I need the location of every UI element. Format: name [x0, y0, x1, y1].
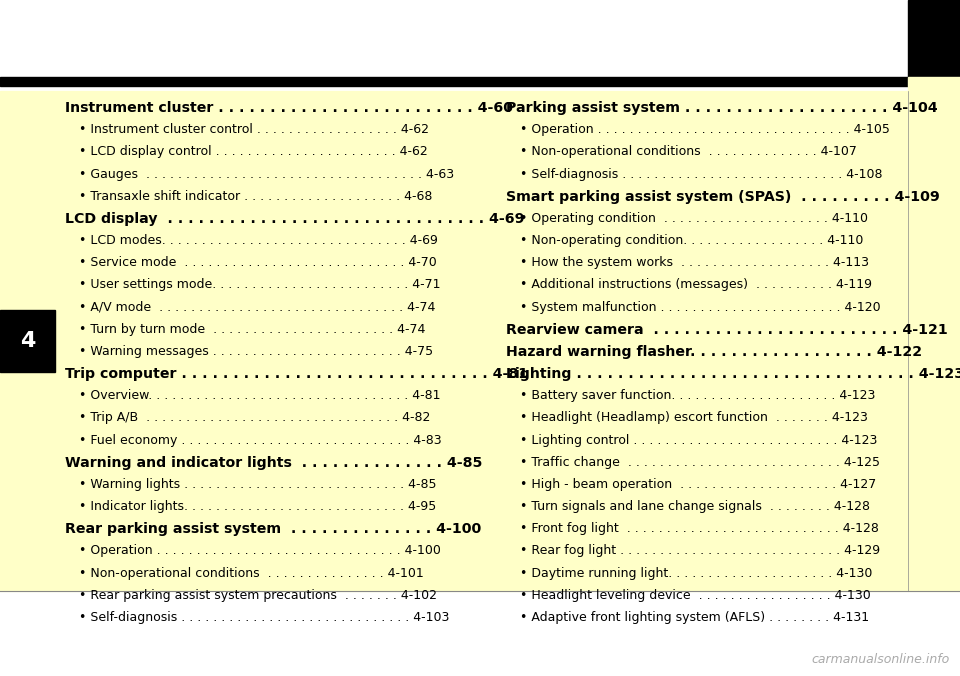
Bar	[908, 0, 960, 77]
Text: • Headlight leveling device  . . . . . . . . . . . . . . . . . 4-130: • Headlight leveling device . . . . . . …	[520, 589, 871, 602]
Text: Trip computer . . . . . . . . . . . . . . . . . . . . . . . . . . . . . . 4-81: Trip computer . . . . . . . . . . . . . …	[65, 367, 528, 381]
Bar	[908, 77, 960, 591]
Text: • High - beam operation  . . . . . . . . . . . . . . . . . . . . 4-127: • High - beam operation . . . . . . . . …	[520, 478, 876, 491]
Text: • Indicator lights. . . . . . . . . . . . . . . . . . . . . . . . . . . . 4-95: • Indicator lights. . . . . . . . . . . …	[79, 500, 436, 513]
Text: • Battery saver function. . . . . . . . . . . . . . . . . . . . . 4-123: • Battery saver function. . . . . . . . …	[520, 389, 876, 402]
Text: • Rear parking assist system precautions  . . . . . . . 4-102: • Rear parking assist system precautions…	[79, 589, 437, 602]
Text: • Traffic change  . . . . . . . . . . . . . . . . . . . . . . . . . . . 4-125: • Traffic change . . . . . . . . . . . .…	[520, 456, 880, 468]
Text: • Additional instructions (messages)  . . . . . . . . . . 4-119: • Additional instructions (messages) . .…	[520, 279, 872, 291]
Bar	[0, 77, 908, 86]
Text: • LCD display control . . . . . . . . . . . . . . . . . . . . . . . 4-62: • LCD display control . . . . . . . . . …	[79, 145, 428, 158]
Text: Warning and indicator lights  . . . . . . . . . . . . . . 4-85: Warning and indicator lights . . . . . .…	[65, 456, 482, 470]
Text: • LCD modes. . . . . . . . . . . . . . . . . . . . . . . . . . . . . . . 4-69: • LCD modes. . . . . . . . . . . . . . .…	[79, 234, 438, 247]
Text: Smart parking assist system (SPAS)  . . . . . . . . . 4-109: Smart parking assist system (SPAS) . . .…	[506, 190, 940, 203]
Text: • Gauges  . . . . . . . . . . . . . . . . . . . . . . . . . . . . . . . . . . . : • Gauges . . . . . . . . . . . . . . . .…	[79, 168, 454, 180]
Text: carmanualsonline.info: carmanualsonline.info	[812, 653, 950, 666]
Text: • Warning messages . . . . . . . . . . . . . . . . . . . . . . . . 4-75: • Warning messages . . . . . . . . . . .…	[79, 345, 433, 358]
Text: • Lighting control . . . . . . . . . . . . . . . . . . . . . . . . . . 4-123: • Lighting control . . . . . . . . . . .…	[520, 433, 877, 447]
Text: • Headlight (Headlamp) escort function  . . . . . . . 4-123: • Headlight (Headlamp) escort function .…	[520, 412, 868, 425]
Text: Lighting . . . . . . . . . . . . . . . . . . . . . . . . . . . . . . . . . 4-123: Lighting . . . . . . . . . . . . . . . .…	[506, 367, 960, 381]
Text: • Operating condition  . . . . . . . . . . . . . . . . . . . . . 4-110: • Operating condition . . . . . . . . . …	[520, 212, 868, 225]
Text: • Transaxle shift indicator . . . . . . . . . . . . . . . . . . . . 4-68: • Transaxle shift indicator . . . . . . …	[79, 190, 432, 203]
Text: • Self-diagnosis . . . . . . . . . . . . . . . . . . . . . . . . . . . . . 4-103: • Self-diagnosis . . . . . . . . . . . .…	[79, 611, 449, 624]
Text: • Daytime running light. . . . . . . . . . . . . . . . . . . . . 4-130: • Daytime running light. . . . . . . . .…	[520, 566, 873, 579]
Text: • Overview. . . . . . . . . . . . . . . . . . . . . . . . . . . . . . . . . 4-81: • Overview. . . . . . . . . . . . . . . …	[79, 389, 441, 402]
Text: • How the system works  . . . . . . . . . . . . . . . . . . . 4-113: • How the system works . . . . . . . . .…	[520, 256, 869, 269]
Text: Hazard warning flasher. . . . . . . . . . . . . . . . . . 4-122: Hazard warning flasher. . . . . . . . . …	[506, 345, 923, 359]
Bar	[0, 310, 55, 372]
Text: • Front fog light  . . . . . . . . . . . . . . . . . . . . . . . . . . . 4-128: • Front fog light . . . . . . . . . . . …	[520, 523, 878, 535]
Text: Rearview camera  . . . . . . . . . . . . . . . . . . . . . . . . 4-121: Rearview camera . . . . . . . . . . . . …	[506, 322, 948, 337]
Text: • Non-operating condition. . . . . . . . . . . . . . . . . . 4-110: • Non-operating condition. . . . . . . .…	[520, 234, 863, 247]
Text: • Service mode  . . . . . . . . . . . . . . . . . . . . . . . . . . . . 4-70: • Service mode . . . . . . . . . . . . .…	[79, 256, 437, 269]
Text: • Trip A/B  . . . . . . . . . . . . . . . . . . . . . . . . . . . . . . . . 4-82: • Trip A/B . . . . . . . . . . . . . . .…	[79, 412, 430, 425]
Text: • Operation . . . . . . . . . . . . . . . . . . . . . . . . . . . . . . . . 4-10: • Operation . . . . . . . . . . . . . . …	[520, 123, 890, 136]
Text: • Self-diagnosis . . . . . . . . . . . . . . . . . . . . . . . . . . . . 4-108: • Self-diagnosis . . . . . . . . . . . .…	[520, 168, 882, 180]
Text: • Instrument cluster control . . . . . . . . . . . . . . . . . . 4-62: • Instrument cluster control . . . . . .…	[79, 123, 429, 136]
Text: 4: 4	[20, 331, 36, 351]
Text: • Non-operational conditions  . . . . . . . . . . . . . . 4-107: • Non-operational conditions . . . . . .…	[520, 145, 857, 158]
Text: • Turn by turn mode  . . . . . . . . . . . . . . . . . . . . . . . 4-74: • Turn by turn mode . . . . . . . . . . …	[79, 322, 425, 336]
Bar	[0, 91, 908, 591]
Text: LCD display  . . . . . . . . . . . . . . . . . . . . . . . . . . . . . . . 4-69: LCD display . . . . . . . . . . . . . . …	[65, 212, 524, 226]
Text: • Turn signals and lane change signals  . . . . . . . . 4-128: • Turn signals and lane change signals .…	[520, 500, 870, 513]
Text: • Fuel economy . . . . . . . . . . . . . . . . . . . . . . . . . . . . . 4-83: • Fuel economy . . . . . . . . . . . . .…	[79, 433, 442, 447]
Text: Instrument cluster . . . . . . . . . . . . . . . . . . . . . . . . . 4-60: Instrument cluster . . . . . . . . . . .…	[65, 101, 513, 115]
Text: • A/V mode  . . . . . . . . . . . . . . . . . . . . . . . . . . . . . . . 4-74: • A/V mode . . . . . . . . . . . . . . .…	[79, 301, 436, 314]
Text: • Warning lights . . . . . . . . . . . . . . . . . . . . . . . . . . . . 4-85: • Warning lights . . . . . . . . . . . .…	[79, 478, 437, 491]
Text: Parking assist system . . . . . . . . . . . . . . . . . . . . 4-104: Parking assist system . . . . . . . . . …	[506, 101, 938, 115]
Text: • System malfunction . . . . . . . . . . . . . . . . . . . . . . . 4-120: • System malfunction . . . . . . . . . .…	[520, 301, 880, 314]
Text: Rear parking assist system  . . . . . . . . . . . . . . 4-100: Rear parking assist system . . . . . . .…	[65, 523, 481, 536]
Text: • Adaptive front lighting system (AFLS) . . . . . . . . 4-131: • Adaptive front lighting system (AFLS) …	[520, 611, 869, 624]
Text: • Operation . . . . . . . . . . . . . . . . . . . . . . . . . . . . . . . 4-100: • Operation . . . . . . . . . . . . . . …	[79, 544, 441, 558]
Text: • Non-operational conditions  . . . . . . . . . . . . . . . 4-101: • Non-operational conditions . . . . . .…	[79, 566, 423, 579]
Text: • Rear fog light . . . . . . . . . . . . . . . . . . . . . . . . . . . . 4-129: • Rear fog light . . . . . . . . . . . .…	[520, 544, 880, 558]
Text: • User settings mode. . . . . . . . . . . . . . . . . . . . . . . . . 4-71: • User settings mode. . . . . . . . . . …	[79, 279, 441, 291]
